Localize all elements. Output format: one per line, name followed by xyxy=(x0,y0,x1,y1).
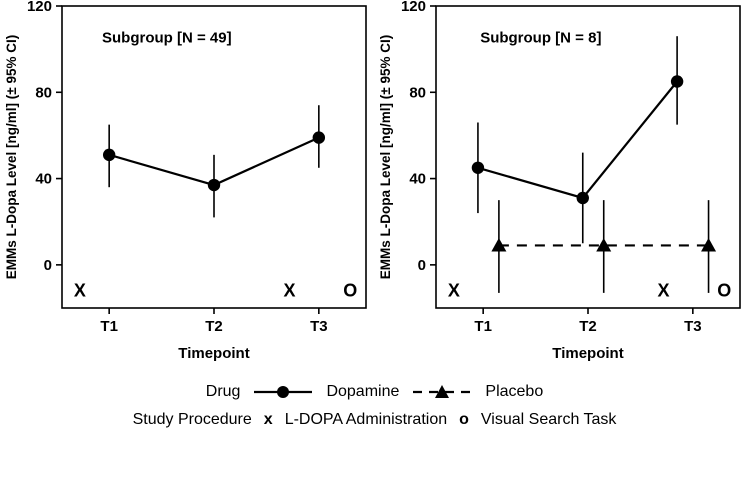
y-tick-label: 0 xyxy=(44,257,52,274)
visual-search-task-marker: O xyxy=(343,281,357,301)
legend-ldopa-label: L-DOPA Administration xyxy=(284,411,448,428)
x-tick-label: T3 xyxy=(684,318,702,335)
legend-procedure-title: Study Procedure xyxy=(132,411,252,428)
placebo-key-icon xyxy=(413,385,472,398)
x-axis-title: Timepoint xyxy=(552,345,623,362)
chart-right-svg: 0 40 80 120 T1 T2 T3 EMMs L-Dopa Level [ng/ml] … xyxy=(378,0,741,362)
panel-label: Subgroup [N = 49] xyxy=(102,30,232,47)
dopamine-key-icon xyxy=(254,386,313,398)
x-axis-title: Timepoint xyxy=(178,345,249,362)
ldopa-administration-marker: X xyxy=(74,281,86,301)
o-marker-glyph: o xyxy=(459,411,469,428)
x-tick-label: T2 xyxy=(579,318,597,335)
x-tick-label: T2 xyxy=(205,318,223,335)
legend-drug-row: Drug Dopamine Placebo xyxy=(206,382,543,402)
dopamine-point xyxy=(471,161,485,174)
ldopa-administration-marker: X xyxy=(657,281,669,301)
legend-dopamine-label: Dopamine xyxy=(326,383,400,400)
y-tick-label: 40 xyxy=(35,171,52,188)
y-tick-label: 80 xyxy=(409,84,426,101)
y-tick-label: 80 xyxy=(35,84,52,101)
panel-right: 0 40 80 120 T1 T2 T3 EMMs L-Dopa Level [ng/ml] … xyxy=(374,0,748,368)
placebo-point xyxy=(596,237,612,252)
dopamine-point xyxy=(102,148,116,162)
y-tick-label: 40 xyxy=(409,171,426,188)
dopamine-point xyxy=(312,131,326,144)
y-tick-label: 0 xyxy=(418,257,426,274)
y-axis-title: EMMs L-Dopa Level [ng/ml] (± 95% CI) xyxy=(4,35,19,279)
panel-border xyxy=(435,5,741,309)
y-tick-label: 120 xyxy=(27,0,52,15)
dopamine-point xyxy=(670,75,684,88)
legend: Drug Dopamine Placebo Study Procedure x … xyxy=(0,382,749,429)
legend-visual-search-label: Visual Search Task xyxy=(480,411,617,428)
panel-left: 0 40 80 120 T1 T2 T3 EMMs L-Dopa Level [ng/ml] … xyxy=(0,0,374,368)
placebo-point xyxy=(701,237,717,252)
y-axis-title: EMMs L-Dopa Level [ng/ml] (± 95% CI) xyxy=(378,35,393,279)
x-tick-label: T1 xyxy=(474,318,492,335)
visual-search-task-marker: O xyxy=(717,281,731,301)
chart-left-svg: 0 40 80 120 T1 T2 T3 EMMs L-Dopa Level [ng/ml] … xyxy=(4,0,367,362)
ldopa-administration-marker: X xyxy=(448,281,460,301)
y-tick-label: 120 xyxy=(401,0,426,15)
legend-placebo-label: Placebo xyxy=(485,383,544,400)
legend-procedure-row: Study Procedure x L-DOPA Administration … xyxy=(133,411,617,429)
x-marker-glyph: x xyxy=(263,411,273,428)
x-tick-label: T1 xyxy=(100,318,118,335)
placebo-point xyxy=(491,237,507,252)
ldopa-administration-marker: X xyxy=(283,281,295,301)
legend-drug-title: Drug xyxy=(205,383,241,400)
x-tick-label: T3 xyxy=(310,318,328,335)
panel-label: Subgroup [N = 8] xyxy=(480,30,601,47)
chart-panels: 0 40 80 120 T1 T2 T3 EMMs L-Dopa Level [ng/ml] … xyxy=(0,0,748,368)
dopamine-point xyxy=(207,178,221,192)
dopamine-point xyxy=(576,191,589,205)
